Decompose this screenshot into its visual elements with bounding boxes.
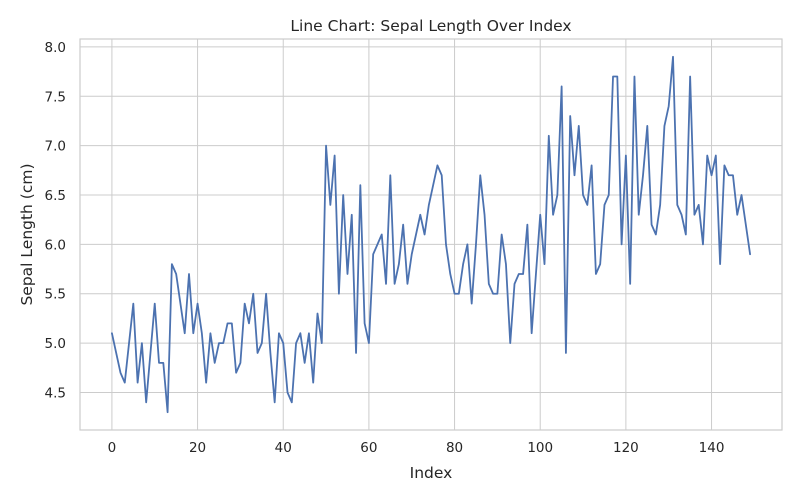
x-tick-labels: 0 20 40 60 80 100 120 140	[108, 440, 725, 456]
x-gridlines	[111, 39, 713, 430]
y-axis-title: Sepal Length (cm)	[18, 163, 36, 305]
y-tick-label: 7.0	[45, 139, 66, 155]
y-tick-label: 6.5	[45, 188, 66, 204]
y-tick-label: 5.0	[45, 336, 66, 352]
x-tick-label: 0	[108, 440, 117, 456]
x-tick-label: 20	[189, 440, 206, 456]
y-tick-label: 8.0	[45, 40, 66, 56]
x-tick-label: 140	[699, 440, 725, 456]
y-tick-label: 6.0	[45, 237, 66, 253]
x-tick-label: 120	[613, 440, 639, 456]
y-tick-label: 4.5	[45, 385, 66, 401]
x-tick-label: 60	[360, 440, 377, 456]
series-line-sepal-length	[111, 55, 751, 414]
x-axis-title: Index	[410, 464, 453, 482]
x-tick-label: 40	[275, 440, 292, 456]
y-tick-labels: 4.5 5.0 5.5 6.0 6.5 7.0 7.5 8.0	[45, 40, 66, 402]
y-tick-label: 5.5	[45, 287, 66, 303]
y-tick-label: 7.5	[45, 89, 66, 105]
plot-frame	[79, 38, 783, 431]
chart-title: Line Chart: Sepal Length Over Index	[290, 17, 571, 35]
x-tick-label: 100	[527, 440, 553, 456]
plot-background	[80, 39, 782, 430]
x-tick-label: 80	[446, 440, 463, 456]
